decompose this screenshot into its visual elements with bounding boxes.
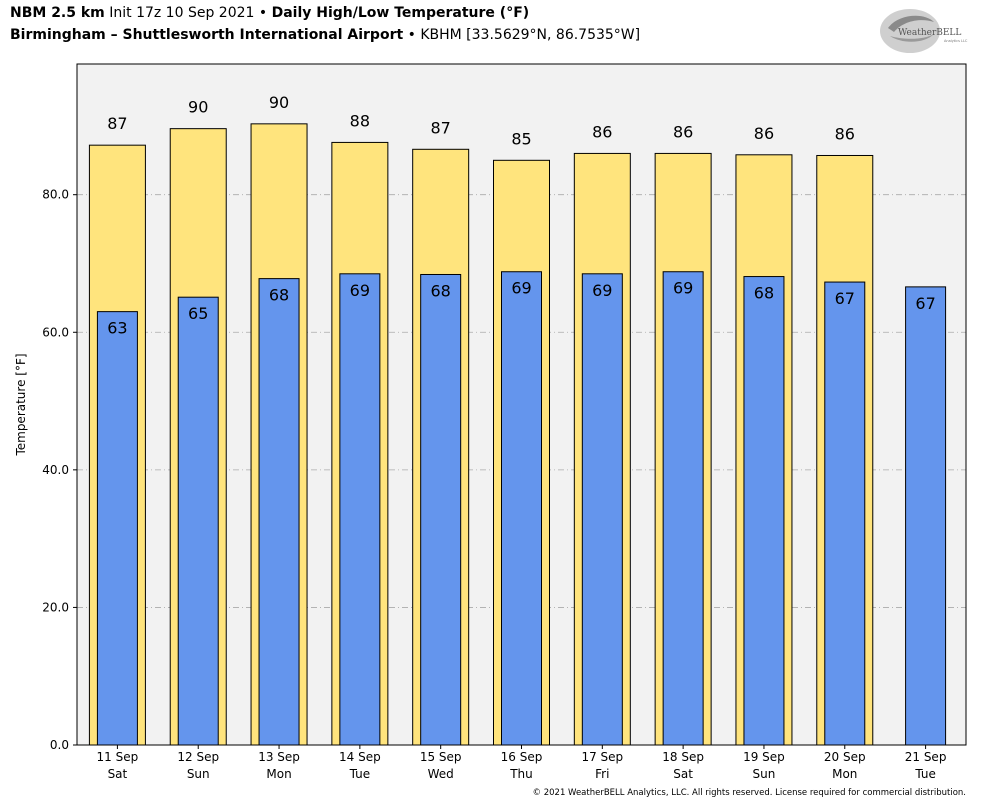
x-tick-label-day: Sun xyxy=(753,767,776,781)
x-tick-label-date: 20 Sep xyxy=(824,750,866,764)
x-tick-label-date: 16 Sep xyxy=(501,750,543,764)
x-tick-label-date: 18 Sep xyxy=(662,750,704,764)
x-tick-label-date: 14 Sep xyxy=(339,750,381,764)
low-temp-label: 68 xyxy=(269,286,289,305)
axes: 0.0 20.0 40.0 60.0 80.0 11 Sep Sat 12 Sep Sun 13 … xyxy=(42,188,946,781)
high-temp-label: 87 xyxy=(107,114,127,133)
x-tick-label-day: Sat xyxy=(673,767,693,781)
weatherbell-logo: WeatherBELL Analytics LLC xyxy=(878,6,970,56)
low-temp-bar xyxy=(258,278,300,746)
chart-title-line-1: NBM 2.5 km Init 17z 10 Sep 2021 • Daily … xyxy=(10,5,529,21)
low-temp-bar xyxy=(743,276,785,746)
low-temp-bar xyxy=(339,273,381,746)
logo-text: WeatherBELL xyxy=(898,28,961,38)
low-temp-bar xyxy=(96,311,138,746)
station-info: KBHM [33.5629°N, 86.7535°W] xyxy=(420,27,641,43)
low-temp-label: 65 xyxy=(188,304,208,323)
x-tick-label-day: Fri xyxy=(595,767,609,781)
title-separator-2: • xyxy=(407,27,416,43)
x-tick-label-date: 12 Sep xyxy=(177,750,219,764)
model-name: NBM 2.5 km xyxy=(10,5,105,21)
x-tick-label-day: Mon xyxy=(832,767,857,781)
high-temp-label: 90 xyxy=(269,93,289,112)
low-temp-bar xyxy=(177,296,219,746)
x-tick-label-day: Mon xyxy=(266,767,291,781)
high-temp-label: 86 xyxy=(754,124,774,143)
x-tick-label-date: 15 Sep xyxy=(420,750,462,764)
low-temp-label: 69 xyxy=(673,279,693,298)
y-tick-label: 20.0 xyxy=(42,600,69,614)
y-tick-label: 80.0 xyxy=(42,188,69,202)
x-tick-label-date: 17 Sep xyxy=(581,750,623,764)
low-temp-label: 67 xyxy=(835,289,855,308)
x-tick-label-day: Thu xyxy=(509,767,533,781)
bar-labels: 87 63 90 65 90 68 88 69 87 68 85 69 86 69 86 69 86 68 86 67… xyxy=(107,93,936,338)
y-tick-label: 0.0 xyxy=(50,738,69,752)
low-temp-label: 68 xyxy=(431,281,451,300)
low-temp-bar xyxy=(420,273,462,746)
low-temp-label: 67 xyxy=(915,294,935,313)
high-temp-label: 86 xyxy=(835,124,855,143)
x-tick-label-day: Tue xyxy=(914,767,936,781)
x-tick-label-date: 13 Sep xyxy=(258,750,300,764)
y-tick-label: 40.0 xyxy=(42,463,69,477)
title-separator: • xyxy=(258,5,268,21)
low-temp-bar xyxy=(501,271,542,746)
high-temp-label: 90 xyxy=(188,98,208,117)
bars xyxy=(88,123,947,746)
high-temp-label: 86 xyxy=(592,122,612,141)
low-temp-label: 69 xyxy=(350,281,370,300)
low-temp-bar xyxy=(581,273,623,746)
high-temp-label: 86 xyxy=(673,122,693,141)
low-temp-label: 63 xyxy=(107,319,127,338)
x-tick-label-date: 21 Sep xyxy=(905,750,947,764)
x-tick-label-day: Sun xyxy=(187,767,210,781)
low-temp-bar xyxy=(824,281,866,746)
x-tick-label-date: 19 Sep xyxy=(743,750,785,764)
x-tick-label-day: Wed xyxy=(428,767,454,781)
y-axis-label: Temperature [°F] xyxy=(14,353,28,456)
low-temp-label: 68 xyxy=(754,284,774,303)
low-temp-label: 69 xyxy=(592,281,612,300)
high-temp-label: 88 xyxy=(350,111,370,130)
x-tick-label-day: Sat xyxy=(108,767,128,781)
low-temp-label: 69 xyxy=(511,279,531,298)
location-name: Birmingham – Shuttlesworth International… xyxy=(10,27,404,43)
copyright-notice: © 2021 WeatherBELL Analytics, LLC. All r… xyxy=(532,788,966,798)
y-tick-label: 60.0 xyxy=(42,325,69,339)
low-temp-bar xyxy=(662,271,704,746)
logo-subtext: Analytics LLC xyxy=(944,39,968,43)
chart-title-line-2: Birmingham – Shuttlesworth International… xyxy=(10,27,640,43)
x-tick-label-date: 11 Sep xyxy=(97,750,139,764)
low-temp-bar xyxy=(905,286,947,746)
x-tick-label-day: Tue xyxy=(349,767,371,781)
init-time: Init 17z 10 Sep 2021 xyxy=(109,5,255,21)
high-temp-label: 85 xyxy=(511,129,531,148)
product-name: Daily High/Low Temperature (°F) xyxy=(271,5,530,21)
high-temp-label: 87 xyxy=(431,118,451,137)
